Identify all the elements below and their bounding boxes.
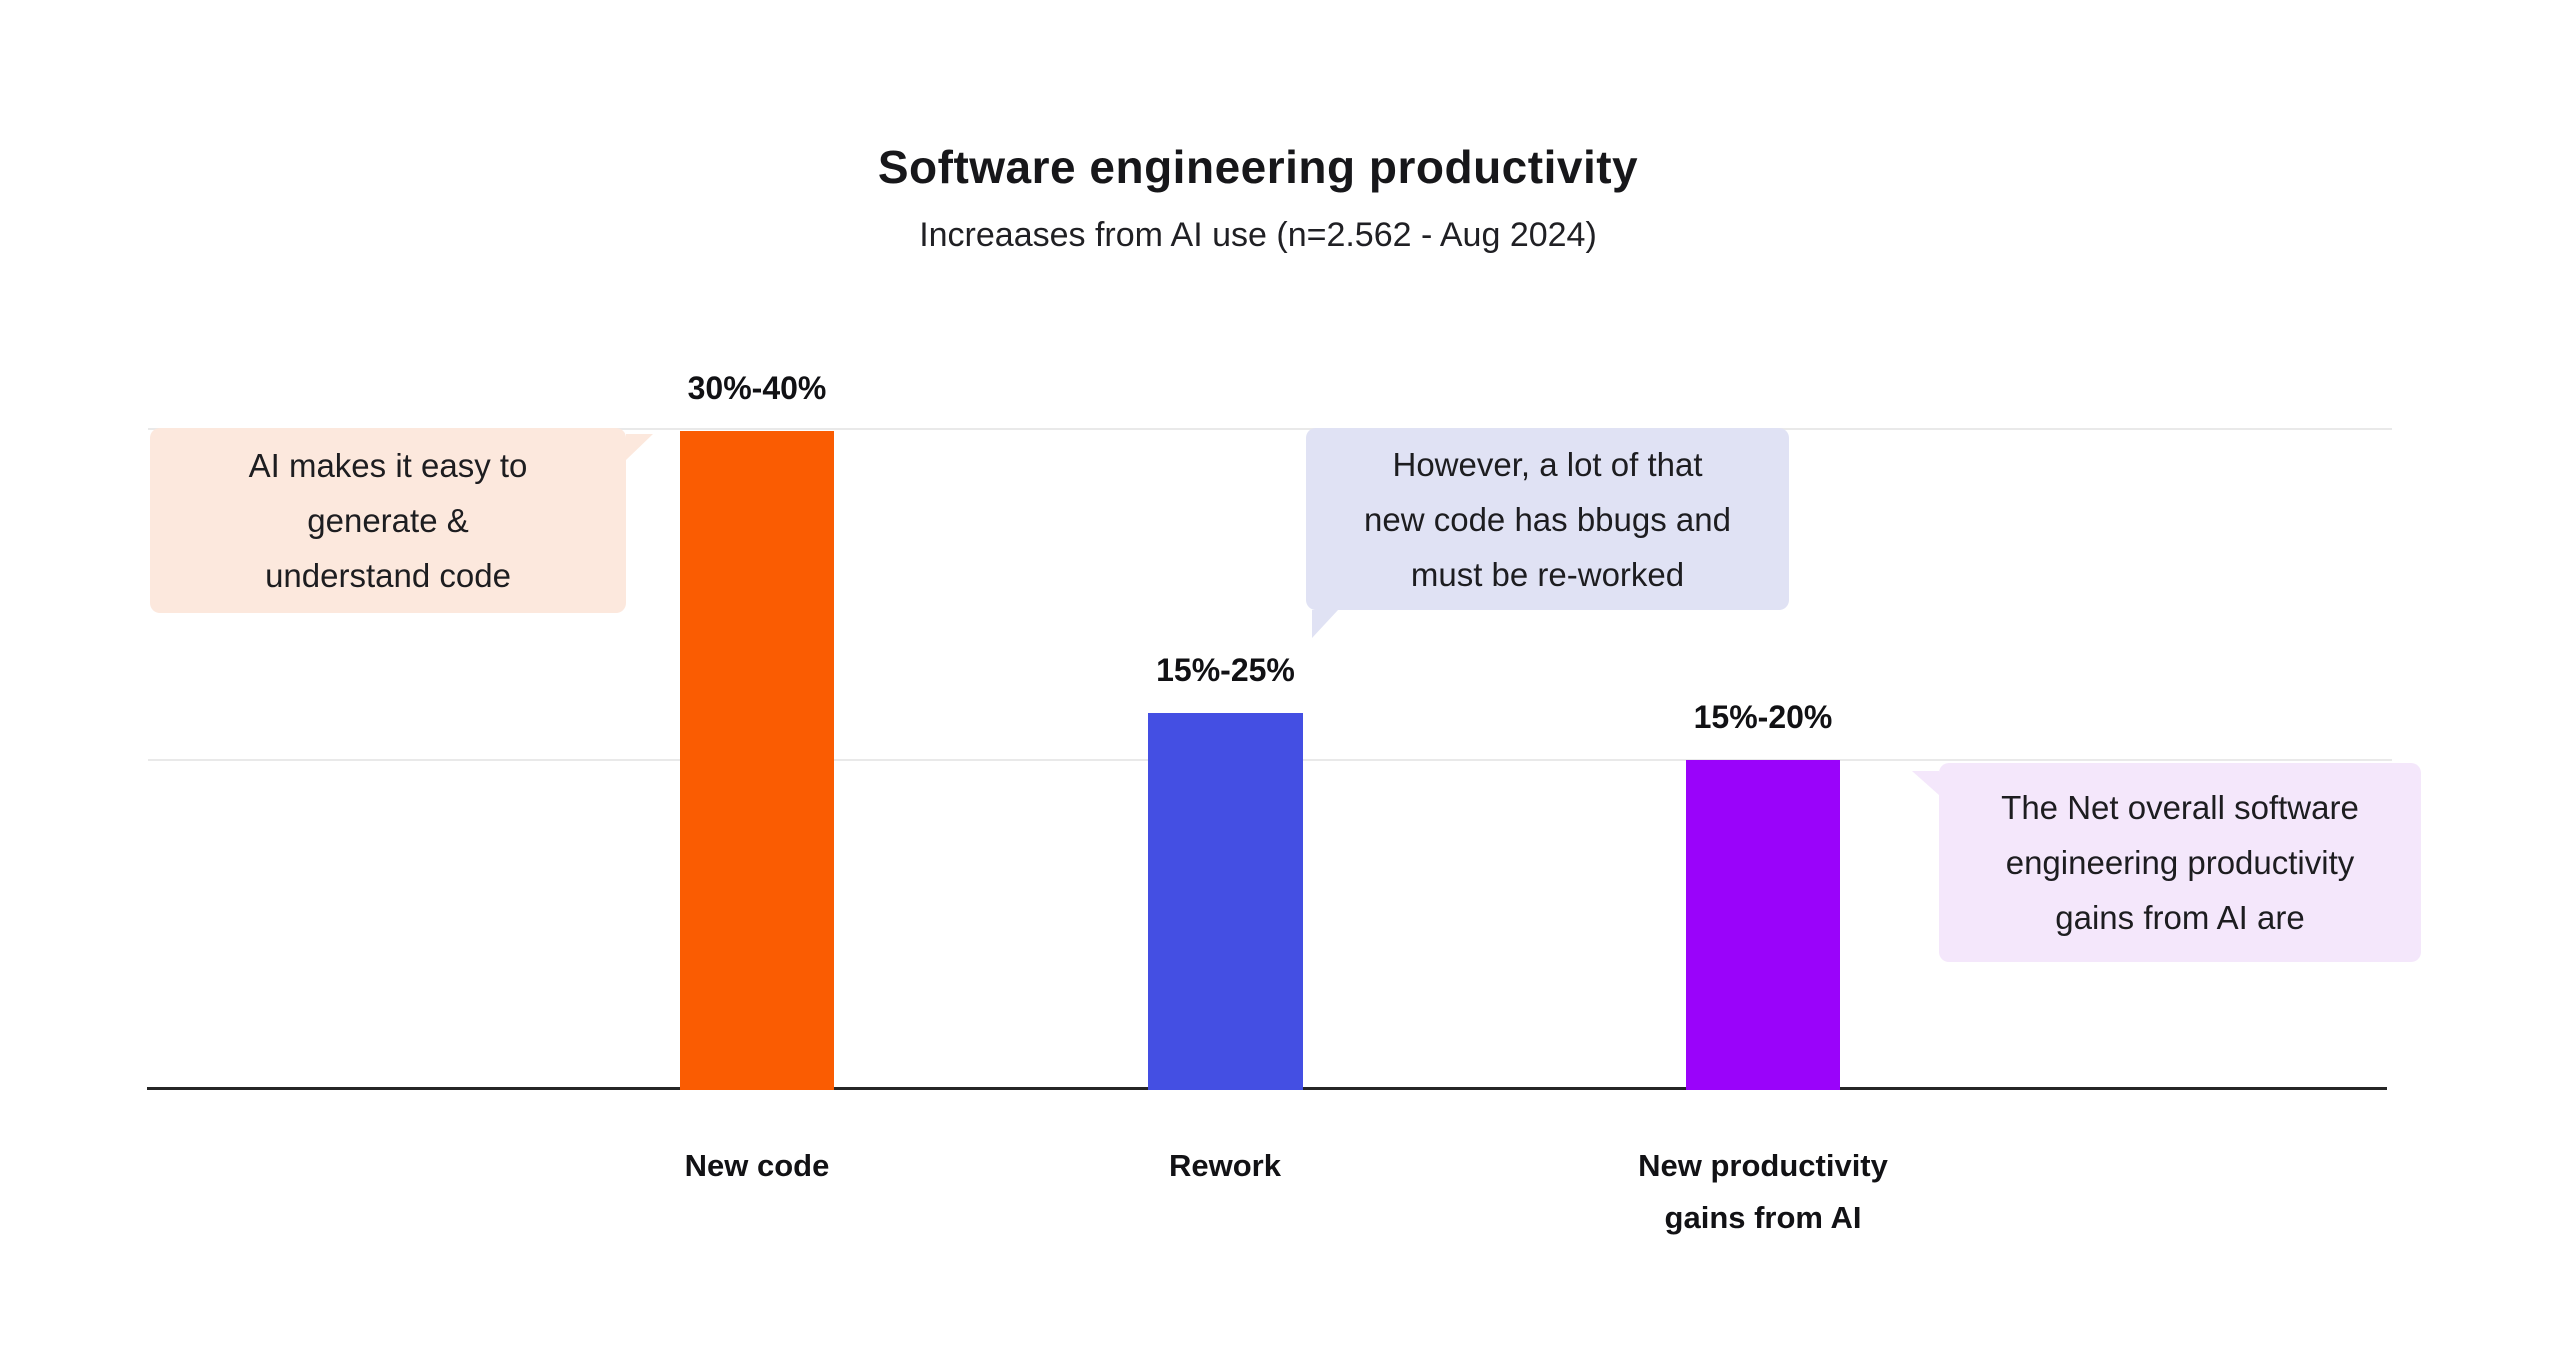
- callout-rework: However, a lot of that new code has bbug…: [1306, 428, 1789, 638]
- x-label-rework: Rework: [1005, 1140, 1445, 1192]
- callout-line: AI makes it easy to: [248, 447, 528, 484]
- x-label-line: gains from AI: [1664, 1200, 1862, 1235]
- bar-value-new-code: 30%-40%: [687, 370, 827, 406]
- gridline-35pct: [148, 428, 2392, 430]
- bar-column-rework: 15%-25%: [1148, 652, 1303, 1090]
- chart-header: Software engineering productivity Increa…: [0, 140, 2516, 255]
- callout-line: understand code: [265, 557, 511, 594]
- x-label-line: New code: [684, 1148, 830, 1183]
- bar-column-new-code: 30%-40%: [680, 370, 834, 1090]
- x-label-line: New productivity: [1638, 1148, 1888, 1183]
- callout-line: new code has bbugs and: [1364, 500, 1731, 538]
- x-label-line: Rework: [1169, 1148, 1281, 1183]
- x-label-productivity-gains: New productivity gains from AI: [1543, 1140, 1983, 1244]
- chart-title: Software engineering productivity: [877, 141, 1639, 193]
- callout-line: gains from AI are: [2055, 899, 2305, 936]
- callout-line: generate &: [307, 502, 469, 539]
- callout-line: The Net overall software: [2001, 789, 2359, 826]
- bar-value-productivity-gains: 15%-20%: [1693, 699, 1833, 735]
- bar-value-rework: 15%-25%: [1156, 652, 1295, 688]
- bar-productivity-gains: [1686, 760, 1840, 1090]
- callout-line: engineering productivity: [2005, 844, 2355, 881]
- bar-new-code: [680, 431, 834, 1090]
- callout-net-gains: The Net overall software engineering pro…: [1912, 763, 2421, 962]
- chart-subtitle: Increaases from AI use (n=2.562 - Aug 20…: [919, 216, 1597, 254]
- x-label-new-code: New code: [537, 1140, 977, 1192]
- callout-new-code: AI makes it easy to generate & understan…: [150, 428, 653, 613]
- callout-line: must be re-worked: [1410, 555, 1685, 593]
- bar-rework: [1148, 713, 1303, 1090]
- bar-column-productivity-gains: 15%-20%: [1686, 699, 1840, 1090]
- callout-line: However, a lot of that: [1392, 445, 1703, 483]
